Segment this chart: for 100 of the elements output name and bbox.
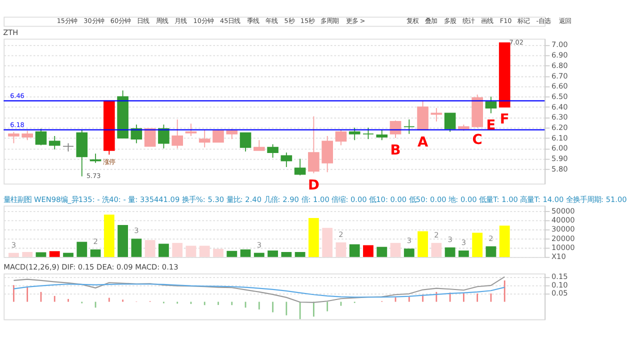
candlestick — [335, 129, 347, 146]
candlestick — [48, 136, 60, 150]
bar — [294, 252, 306, 257]
y-tick-label: 5.80 — [552, 164, 568, 174]
bar — [308, 218, 319, 257]
bar — [322, 228, 333, 257]
bar — [118, 225, 128, 257]
annotation: 3 — [406, 236, 412, 246]
y-tick-label: 6.40 — [552, 102, 568, 112]
bar — [144, 240, 156, 257]
y-tick-label: 6.60 — [552, 82, 568, 91]
bar — [444, 247, 456, 257]
bar — [49, 251, 60, 257]
line-series — [13, 284, 506, 298]
bar — [104, 214, 114, 257]
annotation: E — [486, 118, 496, 134]
annotation: 3 — [134, 226, 140, 236]
y-tick-label: X10 — [552, 252, 566, 262]
bar — [404, 248, 414, 257]
annotation: 2 — [93, 236, 98, 246]
bar — [431, 242, 442, 257]
annotation: 2 — [434, 230, 439, 240]
annotation: 3 — [448, 234, 453, 244]
bar — [199, 246, 210, 257]
candlestick — [76, 129, 88, 177]
bar — [213, 248, 224, 257]
y-tick-label: 7.00 — [552, 40, 568, 50]
chart-title: MACD(12,26,9) DIF: 0.15 DEA: 0.09 MACD: 0.13 — [4, 262, 179, 272]
candlestick — [172, 118, 183, 149]
y-tick-label: 30000 — [552, 224, 576, 234]
candlestick — [376, 129, 388, 141]
candlestick — [348, 127, 360, 141]
annotation: 2 — [338, 230, 344, 239]
bar — [472, 232, 483, 257]
annotation: 3 — [11, 240, 16, 250]
candlestick — [185, 123, 197, 136]
annotation: B — [390, 142, 401, 159]
line-series — [13, 276, 506, 303]
y-tick-label: 6.10 — [552, 133, 568, 142]
bar — [418, 231, 428, 257]
bar — [158, 244, 169, 257]
candlestick — [417, 100, 428, 130]
candlestick — [8, 131, 20, 144]
bar — [281, 252, 292, 257]
bar — [226, 250, 238, 257]
y-tick-label: 6.50 — [552, 92, 568, 101]
annotation: 2 — [488, 234, 494, 243]
bar — [36, 252, 46, 257]
candlestick — [403, 118, 415, 134]
annotation: A — [417, 134, 428, 150]
annotation: F — [500, 112, 510, 128]
bar — [76, 242, 88, 257]
annotation: D — [308, 178, 320, 194]
bar — [376, 246, 388, 257]
y-tick-label: 6.80 — [552, 60, 568, 70]
y-tick-label: 40000 — [552, 216, 576, 225]
candlestick — [253, 140, 265, 151]
candlestick — [485, 96, 497, 114]
candlestick — [280, 152, 292, 168]
bar — [172, 242, 183, 257]
chart-title: 量柱副图 WEN98编_异135: - 洗40: - 量: 335441.09 换手%: 5.30 量比: 2.40 几倍: 2.90 倍: 1.00 倍缩: 0.00 低10: 0.00 低50: 0.00 地: 0.00 低量T: 1.00 高量T: 14.00 全换手周期: 51.00 — [4, 194, 628, 204]
candlestick — [22, 130, 34, 141]
candlestick — [308, 116, 320, 174]
y-tick-label: 50000 — [552, 206, 576, 216]
bar — [458, 250, 469, 257]
bar — [63, 252, 74, 257]
candlestick — [362, 127, 374, 140]
y-tick-label: 6.70 — [552, 71, 568, 80]
candlestick — [444, 112, 456, 132]
bar — [268, 250, 278, 257]
y-tick-label: 0.15 — [552, 272, 568, 282]
y-tick-label: 5.90 — [552, 154, 568, 164]
y-tick-label: 6.30 — [552, 112, 568, 122]
y-tick-label: 10000 — [552, 243, 576, 252]
bar — [131, 238, 142, 257]
annotation: C — [472, 132, 482, 148]
bar — [349, 244, 360, 257]
bar — [8, 252, 19, 257]
candlestick — [90, 153, 102, 164]
bar — [499, 226, 510, 257]
candlestick — [267, 144, 278, 158]
candlestick — [198, 129, 210, 148]
y-tick-label: 0.05 — [552, 288, 568, 298]
chart-title: ZTH — [3, 28, 18, 38]
y-tick-label: 6.20 — [552, 123, 568, 132]
y-tick-label: 6.90 — [552, 50, 568, 60]
candlestick — [212, 129, 224, 143]
candlestick — [240, 132, 252, 152]
bar — [254, 252, 264, 257]
annotation: 3 — [461, 238, 466, 248]
candlestick — [294, 158, 306, 176]
bar — [90, 249, 101, 257]
bar — [363, 245, 374, 257]
candlestick — [35, 128, 47, 146]
annotation: 3 — [256, 240, 262, 250]
y-tick-label: 6.00 — [552, 144, 568, 153]
bar — [390, 242, 401, 257]
candlestick — [322, 136, 333, 173]
candlestick — [144, 128, 156, 147]
bar — [22, 252, 33, 257]
